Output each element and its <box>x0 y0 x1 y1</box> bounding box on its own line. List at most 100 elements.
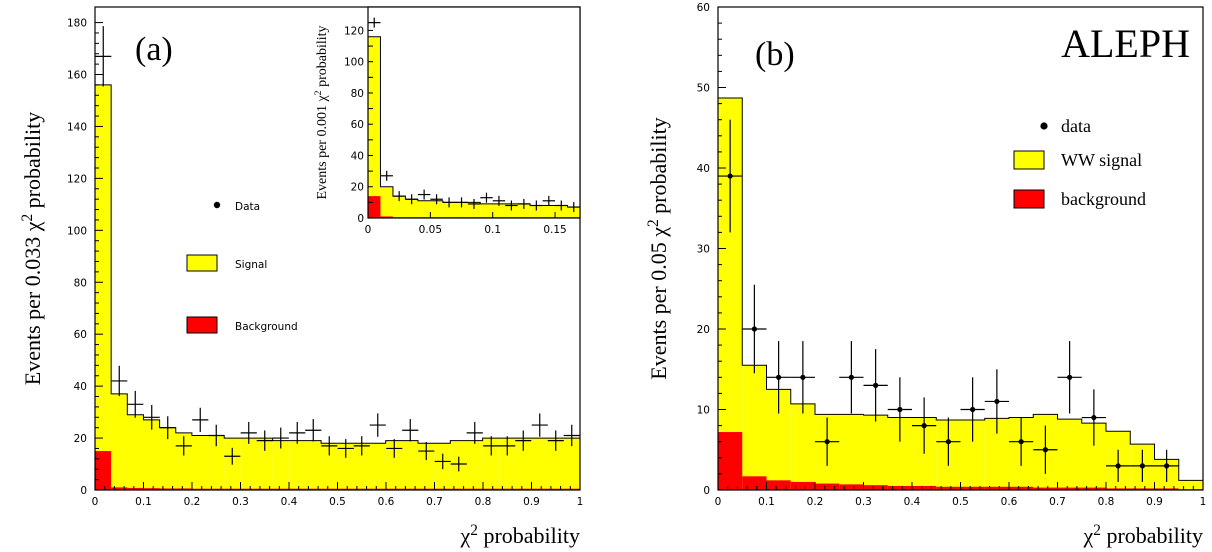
inset-y-tick-label: 20 <box>351 182 364 194</box>
data-marker <box>994 398 1000 405</box>
background-bar <box>718 432 743 490</box>
background-bar <box>466 488 483 490</box>
data-point <box>766 341 791 414</box>
legend: data WW signal background <box>1013 116 1146 209</box>
signal-bar <box>369 443 386 490</box>
x-tick-label: 0.2 <box>807 496 824 508</box>
y-tick-label: 120 <box>67 173 87 185</box>
data-point <box>159 416 176 440</box>
signal-bar <box>385 440 402 490</box>
inset-signal-bar <box>368 36 381 219</box>
data-marker <box>1091 414 1097 421</box>
signal-bar <box>839 414 864 490</box>
y-tick-label: 60 <box>74 329 87 341</box>
x-tick-label: 0.6 <box>378 496 395 508</box>
legend: Data Signal Background <box>186 201 298 334</box>
signal-bar <box>547 438 564 490</box>
inset-signal-bar <box>530 205 543 218</box>
inset-signal-bar <box>567 207 580 218</box>
signal-bar <box>304 440 322 490</box>
legend-swatch-signal <box>1013 150 1045 170</box>
inset-data-point <box>567 202 580 213</box>
x-tick-label: 0 <box>92 496 99 508</box>
background-bar <box>1009 486 1034 490</box>
inset-background <box>368 7 580 218</box>
data-marker <box>1164 463 1170 469</box>
inset-signal-bar <box>555 205 568 218</box>
data-marker <box>1067 374 1073 380</box>
background-bar <box>191 488 209 490</box>
data-point <box>887 377 912 442</box>
x-tick-label: 1 <box>1200 496 1207 508</box>
data-point <box>547 430 564 451</box>
data-point <box>418 441 435 461</box>
x-tick-label: 0.7 <box>426 496 443 508</box>
data-point <box>563 424 580 447</box>
x-tick-label: 0.4 <box>281 496 298 508</box>
data-marker <box>945 439 951 445</box>
background-bar <box>256 488 273 490</box>
inset-x-tick-label: 0 <box>365 224 372 236</box>
x-tick-label: 0.4 <box>904 496 921 508</box>
background-bar <box>514 488 532 490</box>
data-point <box>863 349 888 422</box>
signal-bar <box>563 438 580 490</box>
y-tick-label: 60 <box>697 2 710 14</box>
inset-data-point <box>405 194 418 205</box>
inset-background-bar <box>368 196 381 218</box>
data-point <box>1130 449 1155 482</box>
data-point <box>111 365 128 397</box>
inset-background-bar <box>380 216 393 218</box>
background-bar <box>434 488 451 490</box>
signal-bar <box>256 438 273 490</box>
data-marker <box>1139 463 1145 469</box>
inset-data-point <box>380 170 393 181</box>
signal-bar <box>337 443 354 490</box>
y-tick-label: 80 <box>74 277 87 289</box>
inset-data-point <box>505 200 518 211</box>
inset-y-tick-label: 80 <box>351 88 364 100</box>
data-point <box>1033 425 1058 474</box>
data-marker <box>970 406 976 413</box>
background-bar <box>1106 488 1131 490</box>
data-point <box>531 413 548 437</box>
data-marker <box>1042 447 1048 453</box>
signal-bar <box>790 403 815 490</box>
y-tick-label: 30 <box>697 244 710 256</box>
data-point <box>192 407 209 433</box>
panel-label: (a) <box>135 31 173 68</box>
signal-bar <box>208 435 225 490</box>
data-point <box>256 430 273 451</box>
data-point <box>839 341 864 414</box>
data-point <box>1106 449 1131 482</box>
legend-swatch-background <box>1013 189 1045 209</box>
data-marker <box>824 439 830 445</box>
data-marker <box>873 382 879 388</box>
signal-bar <box>514 438 532 490</box>
data-marker <box>848 374 854 380</box>
x-tick-label: 0 <box>715 496 722 508</box>
background-bar <box>304 488 322 490</box>
signal-bar <box>531 438 548 490</box>
background-bar <box>563 488 580 490</box>
legend-marker-data <box>1040 122 1048 130</box>
inset-signal-bar <box>467 202 481 218</box>
background-bar <box>790 481 815 490</box>
y-tick-label: 180 <box>67 18 87 30</box>
y-tick-label: 20 <box>74 433 87 445</box>
legend-label: WW signal <box>1061 150 1142 170</box>
inset-data-point <box>542 195 556 206</box>
inset-signal-bar <box>455 202 468 218</box>
inset-plot-frame <box>367 6 581 219</box>
legend-label: Data <box>235 201 260 213</box>
inset-y-tick-label: 100 <box>344 57 364 69</box>
y-tick-label: 160 <box>67 70 87 82</box>
background-bar <box>936 486 961 490</box>
signal-bar <box>321 443 338 490</box>
data-point <box>386 439 403 458</box>
background-bar <box>321 488 338 490</box>
data-point <box>95 26 112 87</box>
data-point <box>321 436 338 456</box>
signal-bar <box>175 432 192 490</box>
x-tick-label: 1 <box>577 496 584 508</box>
